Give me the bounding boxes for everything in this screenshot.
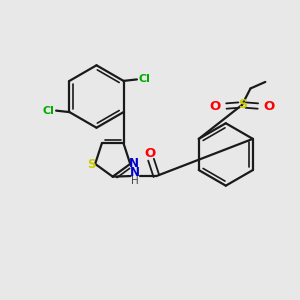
Text: N: N	[129, 158, 139, 170]
Text: S: S	[238, 98, 247, 111]
Text: H: H	[131, 176, 139, 185]
Text: Cl: Cl	[139, 74, 151, 84]
Text: O: O	[144, 147, 155, 160]
Text: O: O	[263, 100, 274, 113]
Text: S: S	[87, 158, 96, 171]
Text: O: O	[210, 100, 221, 113]
Text: Cl: Cl	[42, 106, 54, 116]
Text: N: N	[130, 166, 140, 179]
